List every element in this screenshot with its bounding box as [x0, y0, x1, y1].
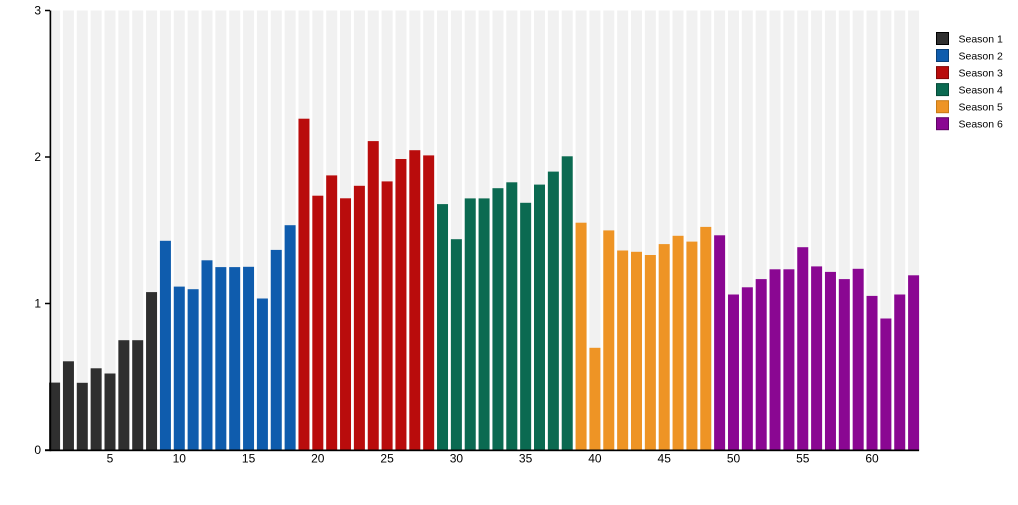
- svg-text:55: 55: [796, 452, 810, 466]
- svg-text:2: 2: [34, 150, 41, 164]
- svg-text:Season 2: Season 2: [959, 50, 1004, 62]
- svg-text:50: 50: [727, 452, 741, 466]
- svg-text:30: 30: [450, 452, 464, 466]
- svg-text:Season 6: Season 6: [959, 119, 1004, 131]
- svg-text:35: 35: [519, 452, 533, 466]
- svg-text:3: 3: [34, 4, 41, 18]
- svg-text:15: 15: [242, 452, 256, 466]
- svg-text:20: 20: [311, 452, 325, 466]
- svg-text:60: 60: [865, 452, 879, 466]
- svg-text:Season 5: Season 5: [959, 102, 1004, 114]
- svg-text:25: 25: [380, 452, 394, 466]
- svg-text:10: 10: [173, 452, 187, 466]
- svg-text:1: 1: [34, 297, 41, 311]
- svg-text:Season 4: Season 4: [959, 84, 1004, 96]
- svg-text:5: 5: [107, 452, 114, 466]
- svg-text:0: 0: [34, 443, 41, 457]
- svg-text:Season 3: Season 3: [959, 67, 1004, 79]
- svg-text:Season 1: Season 1: [959, 33, 1004, 45]
- svg-text:40: 40: [588, 452, 602, 466]
- svg-text:45: 45: [658, 452, 672, 466]
